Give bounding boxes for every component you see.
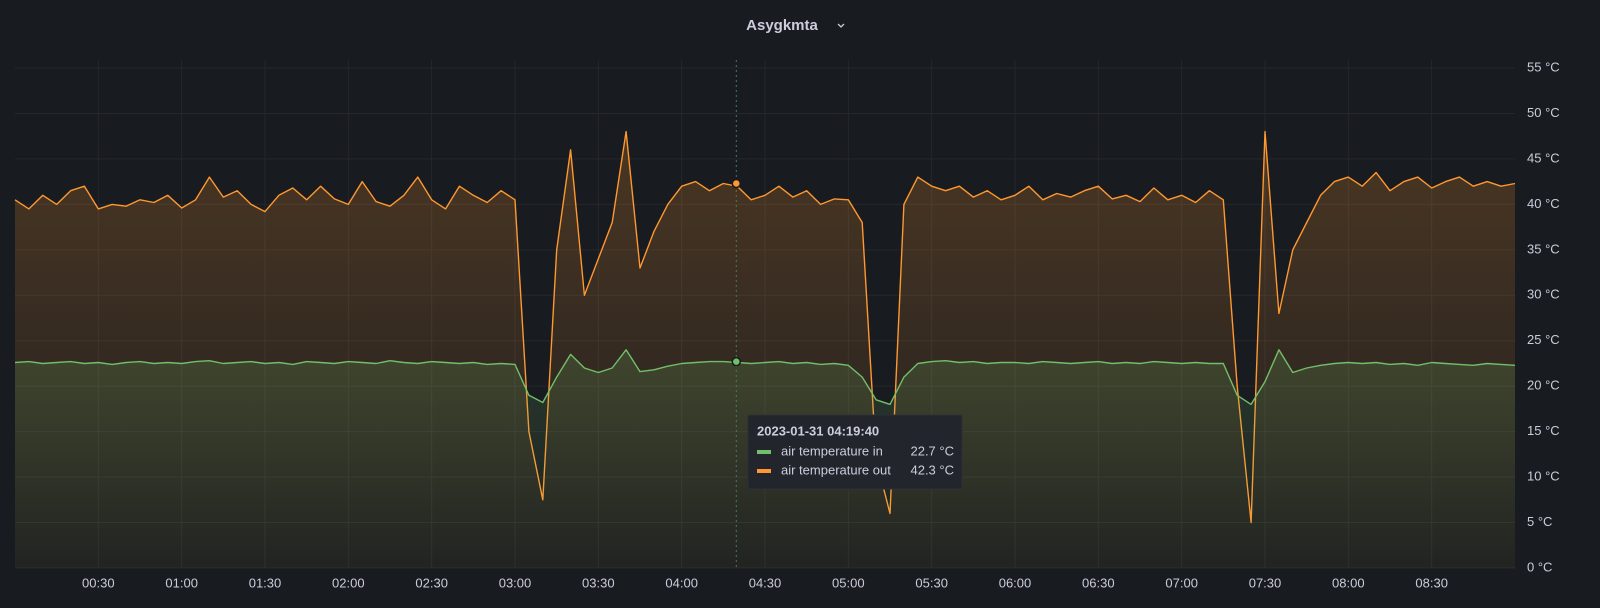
x-tick-label: 07:30 [1249,575,1282,590]
title-chevron[interactable] [837,23,845,28]
x-tick-label: 05:00 [832,575,865,590]
x-tick-label: 03:00 [499,575,532,590]
x-tick-label: 08:30 [1415,575,1448,590]
y-tick-label: 30 °C [1527,287,1560,302]
x-tick-label: 05:30 [915,575,948,590]
hover-point [731,356,742,367]
x-tick-label: 06:30 [1082,575,1115,590]
x-tick-label: 02:30 [415,575,448,590]
x-tick-label: 00:30 [82,575,115,590]
tooltip-series-name: air temperature out [781,462,891,477]
x-tick-label: 08:00 [1332,575,1365,590]
y-tick-label: 50 °C [1527,105,1560,120]
y-tick-label: 15 °C [1527,423,1560,438]
y-tick-label: 10 °C [1527,469,1560,484]
x-tick-label: 02:00 [332,575,365,590]
x-tick-label: 04:00 [665,575,698,590]
series-line [14,130,1516,524]
x-tick-label: 03:30 [582,575,615,590]
tooltip-title: 2023-01-31 04:19:40 [757,423,879,438]
y-tick-label: 20 °C [1527,378,1560,393]
y-tick-label: 35 °C [1527,241,1560,256]
hover-point [731,178,742,189]
y-tick-label: 25 °C [1527,332,1560,347]
series-line [14,349,1516,406]
tooltip-value: 42.3 °C [910,462,954,477]
chart-title[interactable]: Asygkmta [746,17,818,34]
y-tick-label: 5 °C [1527,514,1552,529]
tooltip-box [747,414,963,490]
tooltip-value: 22.7 °C [910,443,954,458]
tooltip-series-name: air temperature in [781,443,883,458]
x-tick-label: 01:30 [249,575,282,590]
y-tick-label: 55 °C [1527,59,1560,74]
y-tick-label: 45 °C [1527,150,1560,165]
x-tick-label: 06:00 [999,575,1032,590]
x-tick-label: 01:00 [165,575,198,590]
y-tick-label: 0 °C [1527,559,1552,574]
y-tick-label: 40 °C [1527,196,1560,211]
x-tick-label: 07:00 [1165,575,1198,590]
x-tick-label: 04:30 [749,575,782,590]
